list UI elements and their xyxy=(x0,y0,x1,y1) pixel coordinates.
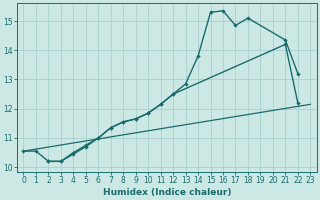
X-axis label: Humidex (Indice chaleur): Humidex (Indice chaleur) xyxy=(103,188,231,197)
